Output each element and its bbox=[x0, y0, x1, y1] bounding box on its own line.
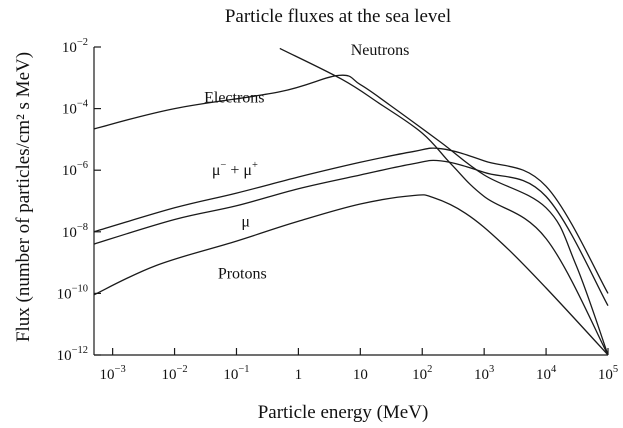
y-axis-label: Flux (number of particles/cm² s MeV) bbox=[13, 52, 34, 342]
curves bbox=[93, 47, 609, 356]
curve-label: μ− + μ+ bbox=[212, 160, 258, 179]
series-line-3 bbox=[93, 159, 609, 307]
series-line-2 bbox=[93, 147, 609, 294]
curve-label: μ bbox=[241, 213, 250, 230]
tick-marks bbox=[94, 46, 609, 356]
y-tick-label: 10−8 bbox=[62, 222, 88, 241]
x-tick-label: 105 bbox=[598, 364, 618, 383]
curve-label: Neutrons bbox=[351, 42, 410, 59]
series-line-4 bbox=[93, 194, 609, 356]
y-tick-label: 10−10 bbox=[57, 283, 88, 302]
x-tick-label: 10−3 bbox=[100, 364, 126, 383]
x-tick-label: 103 bbox=[474, 364, 494, 383]
x-tick-label: 10 bbox=[353, 367, 368, 383]
axes bbox=[93, 47, 608, 356]
x-tick-label: 104 bbox=[536, 364, 557, 383]
x-tick-label: 1 bbox=[295, 367, 303, 383]
y-tick-label: 10−2 bbox=[62, 37, 88, 56]
chart-title: Particle fluxes at the sea level bbox=[225, 6, 451, 27]
y-tick-label: 10−4 bbox=[62, 99, 89, 118]
series-line-1 bbox=[279, 47, 609, 356]
y-tick-label: 10−6 bbox=[62, 160, 88, 179]
x-axis-label: Particle energy (MeV) bbox=[258, 402, 429, 423]
x-tick-label: 10−2 bbox=[161, 364, 187, 383]
y-tick-label: 10−12 bbox=[57, 345, 88, 364]
curve-labels: Electrons Neutrons μ− + μ+ μ Protons bbox=[204, 42, 409, 283]
curve-label: Electrons bbox=[204, 89, 264, 106]
x-tick-label: 102 bbox=[412, 364, 432, 383]
series-line-0 bbox=[93, 74, 609, 356]
x-tick-label: 10−1 bbox=[223, 364, 249, 383]
curve-label: Protons bbox=[218, 266, 267, 283]
tick-labels: 10−2 10−4 10−6 10−8 10−10 10−12 10−3 10−2 10−1 1 1… bbox=[57, 37, 619, 383]
